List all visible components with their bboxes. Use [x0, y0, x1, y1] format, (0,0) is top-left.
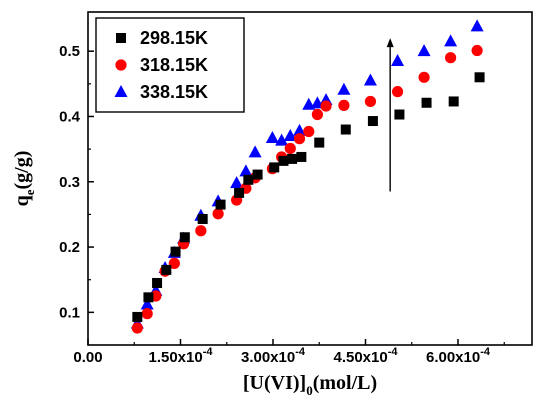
arrow-head [386, 38, 394, 48]
y-axis-title-subscript: e [22, 189, 37, 195]
data-point [287, 153, 298, 164]
legend-label: 318.15K [140, 55, 208, 75]
y-axis: 0.1 0.2 0.3 0.4 0.5 [59, 43, 94, 321]
data-point [445, 52, 457, 64]
data-point [161, 264, 172, 275]
data-point [320, 100, 332, 112]
legend-marker [115, 59, 127, 71]
x-tick-label-base: 3.00x10 [241, 349, 295, 366]
data-point [448, 96, 459, 107]
data-point [364, 95, 377, 108]
data-point [391, 53, 405, 66]
data-point [418, 71, 430, 83]
data-point [303, 125, 315, 138]
data-point [293, 123, 307, 136]
y-tick-label: 0.5 [59, 43, 80, 60]
data-point [340, 124, 351, 135]
data-point [367, 116, 378, 127]
data-point [311, 108, 323, 121]
annotation-layer [386, 38, 394, 192]
x-tick-label-exponent: -4 [388, 346, 399, 358]
data-point [269, 162, 280, 173]
data-point [314, 137, 325, 148]
data-point [239, 164, 253, 177]
data-point [471, 44, 483, 57]
x-tick-label: 1.50x10-4 [148, 346, 213, 366]
data-point [252, 169, 263, 180]
data-point [363, 73, 377, 86]
data-point [293, 133, 306, 145]
data-point [215, 199, 226, 210]
data-point [283, 129, 297, 142]
y-tick-label: 0.4 [59, 108, 81, 125]
data-point [131, 322, 143, 334]
x-tick-label-exponent: -4 [480, 346, 491, 358]
legend-marker [116, 33, 126, 43]
data-point [470, 19, 484, 32]
y-tick-label: 0.3 [59, 174, 80, 191]
data-point [197, 213, 208, 224]
y-tick-label: 0.2 [59, 239, 80, 256]
series-layer [130, 19, 485, 334]
x-tick-label: 3.00x10-4 [241, 346, 306, 366]
data-point [417, 44, 431, 57]
y-tick-label: 0.1 [59, 304, 80, 321]
x-tick-label-exponent: -4 [203, 346, 214, 358]
data-point [337, 82, 351, 95]
legend-marker [114, 85, 128, 97]
y-axis-title-unit: (g/g) [11, 151, 33, 190]
x-axis-title-main: [U(VI)] [243, 372, 306, 394]
series-298-15k [132, 72, 485, 322]
data-point [296, 151, 307, 162]
x-tick-label: 6.00x10-4 [426, 346, 491, 366]
x-tick-label: 0.00 [73, 349, 102, 366]
data-point [143, 292, 154, 303]
data-point [474, 72, 485, 83]
x-tick-label: 4.50x10-4 [333, 346, 398, 366]
x-tick-label-exponent: -4 [295, 346, 306, 358]
data-point [391, 86, 404, 98]
data-point [265, 131, 279, 144]
data-point [243, 174, 254, 185]
data-point [168, 257, 180, 269]
data-point [152, 277, 163, 288]
data-point [212, 208, 224, 220]
data-point [141, 308, 153, 320]
data-point [132, 311, 143, 322]
data-point [170, 246, 181, 257]
data-point [248, 145, 262, 158]
y-axis-title-main: q [11, 195, 33, 206]
data-point [234, 187, 245, 198]
data-point [421, 97, 432, 108]
data-point [284, 142, 296, 155]
plot-border [87, 11, 533, 346]
legend-label: 338.15K [140, 82, 208, 102]
y-axis-title: qe(g/g) [11, 151, 37, 207]
data-point [444, 34, 458, 47]
data-point [338, 99, 350, 111]
legend: 298.15K 318.15K 338.15K [95, 17, 245, 113]
data-point [275, 133, 289, 146]
x-axis-title-subscript: 0 [306, 383, 313, 398]
x-tick-label-base: 1.50x10 [148, 349, 202, 366]
axis-titles: [U(VI)]0(mol/L) qe(g/g) [11, 151, 377, 398]
x-axis: 0.00 1.50x10-4 3.00x10-4 4.50x10-4 6.00x10-4 [73, 339, 505, 366]
x-axis-title: [U(VI)]0(mol/L) [243, 372, 377, 398]
plot-frame [87, 11, 533, 346]
data-point [394, 109, 405, 120]
data-point [230, 176, 244, 189]
data-point [140, 297, 154, 310]
data-point [278, 155, 289, 166]
legend-label: 298.15K [140, 28, 208, 48]
data-point [195, 225, 207, 237]
x-tick-label-base: 4.50x10 [333, 349, 387, 366]
x-axis-title-unit: (mol/L) [313, 372, 377, 394]
x-tick-label-base: 6.00x10 [426, 349, 480, 366]
data-point [179, 232, 190, 243]
